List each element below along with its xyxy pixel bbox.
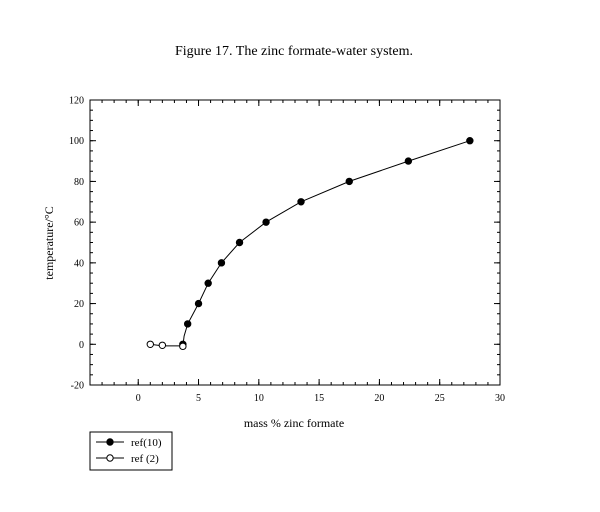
data-point-series-0 xyxy=(235,238,244,247)
data-point-series-0 xyxy=(466,137,474,145)
x-axis: 0 5 10 15 20 25 30 xyxy=(136,100,505,404)
x-tick-label: 20 xyxy=(374,393,384,404)
data-point-series-0 xyxy=(345,177,353,186)
y-tick-label: 40 xyxy=(74,258,84,269)
x-tick-label: 30 xyxy=(495,393,505,404)
y-tick-label: 100 xyxy=(69,136,84,147)
legend-label-ref2: ref (2) xyxy=(131,453,159,465)
data-point-series-1 xyxy=(158,341,167,350)
chart-title: Figure 17. The zinc formate-water system… xyxy=(175,44,413,59)
fit-curve xyxy=(150,140,471,347)
data-point-series-1 xyxy=(179,342,187,351)
x-tick-label: 15 xyxy=(314,393,324,404)
data-point-series-1 xyxy=(146,340,154,348)
data-point-series-0 xyxy=(183,320,192,328)
x-tick-label: 0 xyxy=(136,393,141,404)
y-tick-label: 20 xyxy=(74,299,84,310)
data-point-series-0 xyxy=(217,259,226,267)
y-tick-label: 120 xyxy=(69,96,84,107)
y-axis-label: temperature/°C xyxy=(42,206,56,279)
legend-marker-ref2 xyxy=(106,454,114,462)
data-point-series-0 xyxy=(194,299,203,308)
data-point-series-0 xyxy=(204,279,212,287)
data-point-series-0 xyxy=(297,198,305,206)
data-point-series-0 xyxy=(404,157,413,165)
y-tick-label: 0 xyxy=(79,340,84,351)
legend-box xyxy=(89,431,173,471)
data-points xyxy=(146,137,474,351)
y-axis: -20 0 20 40 60 80 100 120 xyxy=(69,96,500,392)
data-point-series-0 xyxy=(262,218,270,226)
legend-label-ref10: ref(10) xyxy=(131,437,162,449)
legend: ref(10) ref (2) xyxy=(89,431,173,471)
legend-marker-ref10 xyxy=(106,438,114,446)
y-tick-label: -20 xyxy=(71,381,84,392)
x-tick-label: 25 xyxy=(435,393,445,404)
y-tick-label: 80 xyxy=(74,177,84,188)
x-axis-label: mass % zinc formate xyxy=(244,416,344,430)
x-tick-label: 5 xyxy=(196,393,201,404)
y-tick-label: 60 xyxy=(74,218,84,229)
x-tick-label: 10 xyxy=(254,393,264,404)
